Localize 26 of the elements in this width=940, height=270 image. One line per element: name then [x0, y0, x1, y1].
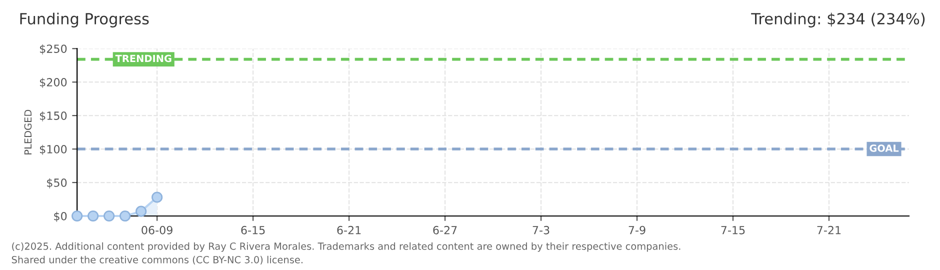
y-tick-label: $100 — [40, 144, 67, 155]
point — [152, 192, 163, 203]
ref-line-label: GOAL — [870, 144, 899, 152]
x-tick-label: 7-15 — [721, 226, 745, 234]
x-tick-label: 6-27 — [433, 226, 457, 234]
y-tick-label: $250 — [40, 44, 67, 54]
y-tick-label: $200 — [40, 78, 67, 88]
point — [88, 210, 99, 222]
text: (c)2025. Additional content provided by Ray C Rivera Morales. Trademarks and related content are owned by their respective companies. — [12, 242, 680, 252]
x-tick-label: 6-15 — [241, 226, 265, 234]
x-tick-label: 6-21 — [337, 226, 361, 234]
text: Shared under the creative commons (CC BY-NC 3.0) license. — [12, 256, 302, 265]
point — [72, 210, 83, 222]
x-tick-label: 7-21 — [817, 226, 841, 234]
x-tick-label: 7-3 — [532, 226, 550, 234]
chart-subtitle: Trending: $234 (234%) — [751, 12, 925, 28]
x-tick-label: 7-9 — [628, 226, 646, 234]
y-tick-label: $150 — [40, 111, 67, 122]
x-tick-label: 06-09 — [142, 226, 172, 234]
y-tick-label: $0 — [54, 212, 67, 222]
point — [104, 210, 115, 222]
y-tick-label: $50 — [47, 178, 67, 188]
chart-title: Funding Progress — [20, 12, 149, 28]
y-axis-title: PLEDGED — [24, 110, 32, 154]
ref-line-label: TRENDING — [115, 54, 172, 62]
point — [120, 210, 131, 222]
